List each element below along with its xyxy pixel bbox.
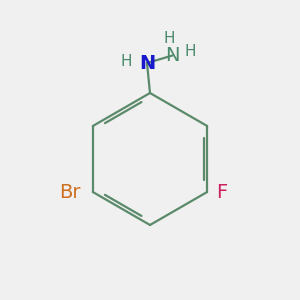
Text: H: H [185, 44, 196, 59]
Text: H: H [164, 31, 175, 46]
Text: N: N [165, 46, 180, 65]
Text: F: F [216, 182, 227, 202]
Text: Br: Br [60, 182, 81, 202]
Text: N: N [139, 53, 155, 73]
Text: H: H [121, 54, 132, 69]
